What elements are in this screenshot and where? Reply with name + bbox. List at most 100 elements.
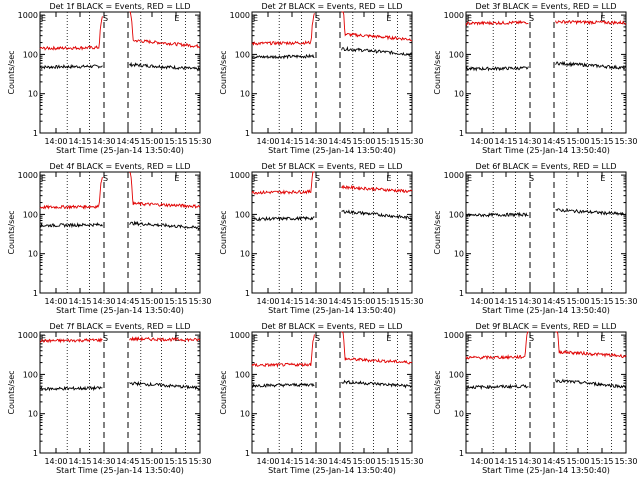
x-tick-label: 14:45 <box>542 137 565 146</box>
x-tick-label: 14:45 <box>328 457 351 466</box>
lld-series-line <box>251 13 315 46</box>
x-tick-label: 14:45 <box>116 297 139 306</box>
x-tick-label: 15:00 <box>140 137 163 146</box>
x-tick-label: 15:15 <box>590 137 613 146</box>
x-tick-label: 15:00 <box>140 457 163 466</box>
x-tick-label: 14:00 <box>44 137 67 146</box>
x-axis-label: Start Time (25-Jan-14 13:50:40) <box>56 146 184 155</box>
y-tick-label: 1000 <box>444 331 464 340</box>
events-series-line <box>465 211 529 218</box>
marker-label-E: E <box>600 174 605 183</box>
y-tick-label: 100 <box>23 210 38 219</box>
x-tick-label: 15:30 <box>188 137 211 146</box>
plot-title: Det 4f BLACK = Events, RED = LLD <box>49 162 190 171</box>
marker-label-E: E <box>253 334 258 343</box>
events-series-line <box>341 379 413 389</box>
marker-label-E: E <box>386 334 391 343</box>
y-tick-label: 1000 <box>444 171 464 180</box>
marker-label-E: E <box>467 334 472 343</box>
x-tick-label: 14:30 <box>518 137 541 146</box>
y-tick-label: 100 <box>235 210 250 219</box>
marker-label-S: S <box>529 14 534 23</box>
y-tick-label: 1000 <box>18 11 38 20</box>
y-tick-label: 1000 <box>18 171 38 180</box>
x-tick-label: 15:00 <box>352 297 375 306</box>
x-tick-label: 14:45 <box>116 457 139 466</box>
y-axis-label: Counts/sec <box>433 210 442 254</box>
lld-series-line <box>341 184 413 194</box>
events-series-line <box>465 66 529 72</box>
y-tick-label: 100 <box>23 370 38 379</box>
x-tick-label: 14:45 <box>542 297 565 306</box>
plot-frame <box>251 11 413 134</box>
y-axis-label: Counts/sec <box>219 370 228 414</box>
x-tick-label: 14:00 <box>470 137 493 146</box>
events-series-line <box>251 382 315 388</box>
x-tick-label: 15:00 <box>352 457 375 466</box>
marker-label-S: S <box>529 174 534 183</box>
x-tick-label: 15:15 <box>164 457 187 466</box>
marker-label-S: S <box>103 334 108 343</box>
lld-series-line <box>465 20 529 27</box>
y-tick-label: 1000 <box>444 11 464 20</box>
marker-label-E: E <box>41 334 46 343</box>
x-tick-label: 14:15 <box>68 457 91 466</box>
y-axis-label: Counts/sec <box>7 50 16 94</box>
x-tick-label: 15:30 <box>188 457 211 466</box>
marker-label-E: E <box>253 174 258 183</box>
x-axis-label: Start Time (25-Jan-14 13:50:40) <box>56 466 184 475</box>
events-series-line <box>555 208 627 217</box>
marker-label-S: S <box>315 334 320 343</box>
lld-series-line <box>129 11 201 49</box>
events-series-line <box>251 53 315 60</box>
plot-title: Det 7f BLACK = Events, RED = LLD <box>49 322 190 331</box>
x-tick-label: 14:30 <box>92 457 115 466</box>
y-tick-label: 1 <box>33 449 38 458</box>
x-tick-label: 14:15 <box>280 137 303 146</box>
x-tick-label: 14:45 <box>328 297 351 306</box>
x-tick-label: 15:30 <box>400 137 423 146</box>
plot-title: Det 8f BLACK = Events, RED = LLD <box>261 322 402 331</box>
plot-frame <box>251 331 413 454</box>
y-axis-label: Counts/sec <box>7 370 16 414</box>
y-axis-label: Counts/sec <box>219 50 228 94</box>
lld-series-line <box>251 334 315 368</box>
marker-label-E: E <box>174 174 179 183</box>
y-tick-label: 10 <box>28 90 38 99</box>
y-axis-label: Counts/sec <box>7 210 16 254</box>
plot-title: Det 9f BLACK = Events, RED = LLD <box>475 322 616 331</box>
x-tick-label: 14:00 <box>256 457 279 466</box>
plot-frame <box>39 11 201 134</box>
marker-label-S: S <box>315 174 320 183</box>
events-series-line <box>39 63 103 70</box>
lld-series-line <box>251 171 315 195</box>
events-series-line <box>129 61 201 72</box>
lld-series-line <box>129 336 201 343</box>
x-tick-label: 14:15 <box>68 297 91 306</box>
y-tick-label: 10 <box>454 250 464 259</box>
x-tick-label: 14:30 <box>304 137 327 146</box>
lld-series-line <box>39 16 103 51</box>
x-tick-label: 14:45 <box>116 137 139 146</box>
events-series-line <box>465 383 529 390</box>
lld-series-line <box>129 171 201 209</box>
x-tick-label: 15:15 <box>376 137 399 146</box>
y-tick-label: 10 <box>454 410 464 419</box>
x-tick-label: 15:30 <box>614 457 637 466</box>
marker-label-E: E <box>41 174 46 183</box>
marker-label-E: E <box>386 14 391 23</box>
y-tick-label: 10 <box>28 250 38 259</box>
y-tick-label: 1000 <box>18 331 38 340</box>
x-tick-label: 15:00 <box>140 297 163 306</box>
x-tick-label: 15:15 <box>590 297 613 306</box>
y-tick-label: 100 <box>23 50 38 59</box>
lld-series-line <box>465 331 529 361</box>
y-tick-label: 100 <box>449 50 464 59</box>
x-tick-label: 14:30 <box>518 457 541 466</box>
marker-label-E: E <box>600 334 605 343</box>
plot-frame <box>465 171 627 294</box>
marker-label-E: E <box>41 14 46 23</box>
y-tick-label: 1 <box>33 289 38 298</box>
